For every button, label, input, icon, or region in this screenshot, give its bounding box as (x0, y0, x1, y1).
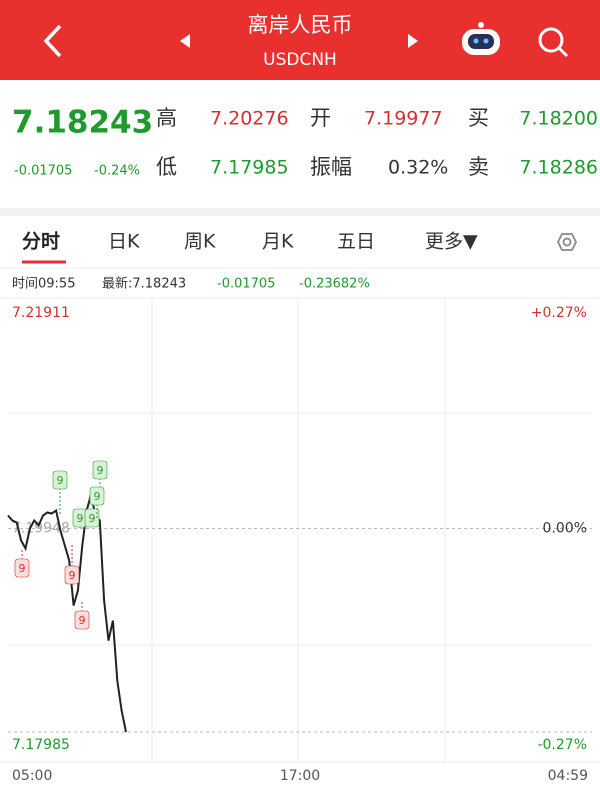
field-value: 7.20276 (210, 108, 289, 130)
marker-label: 9 (57, 474, 64, 487)
marker-label: 9 (79, 614, 86, 627)
marker-label: 9 (77, 512, 84, 525)
marker-label: 9 (97, 464, 104, 477)
marker-label: 9 (94, 490, 101, 503)
marker-flag (64, 565, 80, 585)
info-change: -0.01705 (217, 277, 275, 292)
x-tick-label: 05:00 (12, 768, 52, 784)
separator (0, 208, 600, 216)
marker-label: 9 (69, 569, 76, 582)
field-value: 7.18286 (519, 157, 598, 179)
field-value: 7.17985 (210, 157, 289, 179)
tab[interactable]: 月K (262, 231, 294, 253)
change-pct: -0.24% (94, 164, 140, 179)
y-tick-label: 7.21911 (12, 305, 70, 321)
field-label: 低 (156, 155, 177, 179)
tab[interactable]: 日K (108, 231, 140, 253)
y-tick-label: 7.17985 (12, 737, 70, 753)
header-title: 离岸人民币 (248, 13, 353, 37)
y-tick-label: 7.19948 (12, 521, 70, 537)
info-time: 时间09:55 (12, 277, 75, 292)
tab[interactable]: 五日 (337, 231, 375, 253)
prev-button[interactable] (180, 34, 190, 48)
change: -0.01705 (14, 164, 72, 179)
field-label: 高 (156, 106, 177, 130)
field-label: 振幅 (310, 155, 352, 179)
robot-icon[interactable] (462, 22, 500, 55)
marker-flag (89, 486, 105, 506)
field-value: 7.19977 (364, 108, 443, 130)
info-latest: 最新:7.18243 (102, 276, 186, 292)
header-bar (0, 0, 600, 80)
field-value: 7.18200 (519, 108, 598, 130)
tab[interactable]: 分时 (22, 231, 60, 253)
settings-icon[interactable] (556, 233, 578, 251)
marker-flag (14, 558, 30, 578)
tab[interactable]: 更多▼ (425, 231, 478, 253)
y2-tick-label: -0.27% (537, 737, 587, 753)
x-tick-label: 04:59 (548, 768, 588, 784)
back-button[interactable] (43, 24, 62, 58)
next-button[interactable] (408, 34, 418, 48)
field-label: 买 (468, 106, 489, 130)
header-subtitle: USDCNH (263, 50, 337, 70)
x-tick-label: 17:00 (280, 768, 320, 784)
marker-flag (52, 470, 68, 490)
field-value: 0.32% (388, 157, 448, 179)
y2-tick-label: +0.27% (531, 305, 587, 321)
price-line (7, 494, 127, 733)
marker-label: 9 (19, 562, 26, 575)
marker-flag (74, 610, 90, 630)
y2-tick-label: 0.00% (543, 521, 587, 537)
marker-flag (84, 508, 100, 528)
field-label: 开 (310, 106, 331, 130)
tab[interactable]: 周K (184, 231, 216, 253)
marker-flag (92, 460, 108, 480)
price: 7.18243 (12, 105, 153, 141)
marker-label: 9 (89, 512, 96, 525)
field-label: 卖 (468, 155, 489, 179)
search-icon[interactable] (538, 27, 569, 58)
info-change-pct: -0.23682% (299, 277, 370, 292)
